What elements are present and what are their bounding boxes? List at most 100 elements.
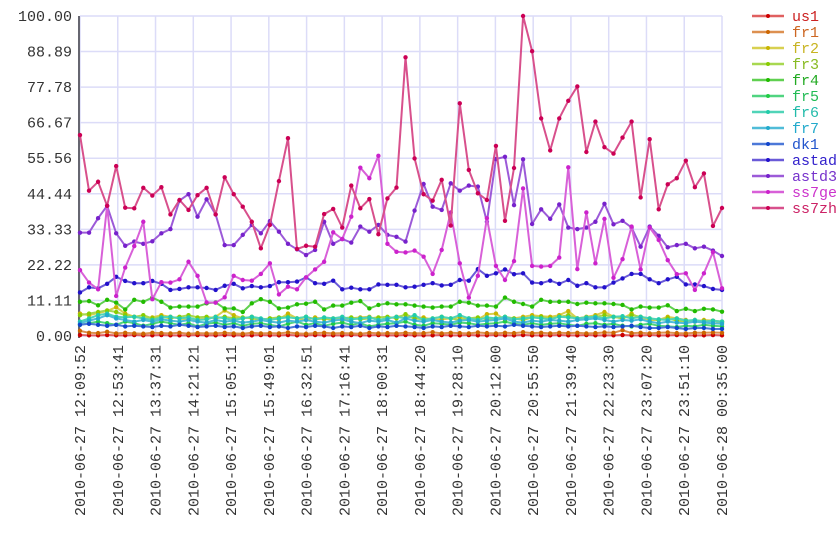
data-point-fr1 [150, 330, 155, 335]
data-point-astad [466, 278, 472, 283]
series-astad [77, 266, 725, 295]
data-point-dk1 [358, 323, 363, 328]
data-point-fr4 [141, 299, 146, 304]
data-point-astd3 [240, 232, 245, 238]
data-point-fr1 [330, 331, 336, 336]
data-point-fr6 [557, 314, 562, 319]
data-point-fr1 [104, 329, 110, 335]
data-point-fr4 [168, 305, 173, 310]
data-point-dk1 [267, 324, 273, 330]
data-point-astd3 [141, 241, 146, 247]
data-point-astad [692, 282, 698, 287]
data-point-fr4 [538, 297, 544, 303]
data-point-ss7ge [276, 292, 282, 297]
data-point-dk1 [511, 322, 517, 327]
data-point-dk1 [439, 324, 444, 330]
data-point-fr1 [358, 331, 363, 336]
data-point-fr5 [502, 319, 508, 324]
data-point-astad [457, 277, 462, 283]
data-point-astad [104, 281, 110, 287]
data-point-ss7ge [95, 287, 101, 292]
data-point-ss7zh [638, 195, 643, 200]
data-point-fr7 [132, 319, 137, 324]
data-point-fr3 [113, 309, 119, 315]
data-point-fr1 [267, 330, 273, 336]
data-point-fr7 [466, 317, 472, 323]
data-point-astad [430, 281, 435, 286]
data-point-dk1 [520, 323, 526, 328]
data-point-dk1 [186, 323, 191, 328]
legend-label: fr1 [792, 25, 819, 42]
legend-label: fr7 [792, 121, 819, 138]
data-point-fr7 [340, 317, 345, 322]
data-point-dk1 [394, 323, 399, 328]
data-point-astd3 [692, 246, 698, 251]
data-point-fr2 [493, 311, 499, 316]
data-point-dk1 [683, 326, 689, 332]
data-point-astd3 [195, 214, 200, 219]
data-point-fr7 [620, 317, 625, 323]
data-point-fr4 [240, 309, 245, 315]
data-point-ss7ge [177, 277, 182, 282]
data-point-dk1 [412, 324, 417, 330]
data-point-fr7 [177, 319, 182, 324]
data-point-fr7 [665, 319, 670, 324]
x-tick-label: 2010-06-27 23:07:20 [639, 345, 656, 516]
data-point-astad [321, 281, 327, 287]
data-point-astd3 [502, 154, 508, 159]
data-point-astad [602, 285, 607, 290]
data-point-fr7 [294, 319, 300, 324]
data-point-dk1 [647, 325, 652, 331]
y-tick-label: 88.89 [27, 45, 72, 62]
data-point-ss7zh [77, 132, 83, 138]
data-point-astd3 [547, 216, 553, 222]
data-point-astd3 [529, 221, 535, 227]
data-point-fr4 [620, 302, 625, 308]
data-point-fr6 [213, 314, 218, 319]
data-point-dk1 [349, 324, 354, 330]
data-point-astad [77, 290, 83, 295]
data-point-fr4 [186, 304, 191, 309]
data-point-dk1 [701, 325, 707, 331]
data-point-fr1 [520, 329, 526, 335]
data-point-fr1 [584, 331, 589, 336]
series-ss7ge [77, 153, 725, 305]
data-point-ss7ge [665, 257, 670, 263]
data-point-astad [611, 280, 616, 285]
data-point-astd3 [231, 242, 236, 248]
data-point-dk1 [86, 321, 92, 327]
legend-marker [766, 94, 770, 98]
data-point-fr7 [376, 319, 381, 324]
x-tick-label: 2010-06-27 20:55:50 [526, 345, 543, 516]
data-point-astad [330, 278, 336, 283]
data-point-ss7zh [502, 218, 508, 223]
data-point-ss7zh [330, 206, 336, 212]
data-point-astad [575, 283, 580, 288]
data-point-dk1 [620, 324, 625, 329]
data-point-ss7zh [294, 246, 300, 252]
data-point-ss7zh [132, 206, 137, 211]
legend-label: dk1 [792, 137, 819, 154]
data-point-fr6 [240, 316, 245, 321]
data-point-fr6 [367, 315, 372, 320]
legend-marker [766, 158, 770, 162]
data-point-dk1 [376, 324, 381, 329]
data-point-astad [593, 285, 598, 290]
data-point-astd3 [168, 226, 173, 232]
data-point-ss7zh [602, 145, 607, 150]
data-point-ss7ge [204, 300, 209, 305]
data-point-ss7zh [104, 203, 110, 208]
data-point-fr7 [638, 317, 643, 322]
series-line-dk1 [79, 322, 722, 330]
data-point-fr3 [86, 311, 92, 316]
data-point-fr1 [692, 330, 698, 335]
data-point-fr6 [95, 313, 101, 318]
data-point-ss7zh [593, 119, 598, 124]
legend-marker [766, 206, 770, 210]
data-point-astd3 [557, 202, 562, 207]
data-point-fr7 [240, 320, 245, 325]
data-point-ss7ge [249, 278, 255, 283]
data-point-ss7zh [267, 222, 273, 228]
data-point-ss7zh [385, 196, 390, 201]
data-point-astad [656, 281, 661, 286]
